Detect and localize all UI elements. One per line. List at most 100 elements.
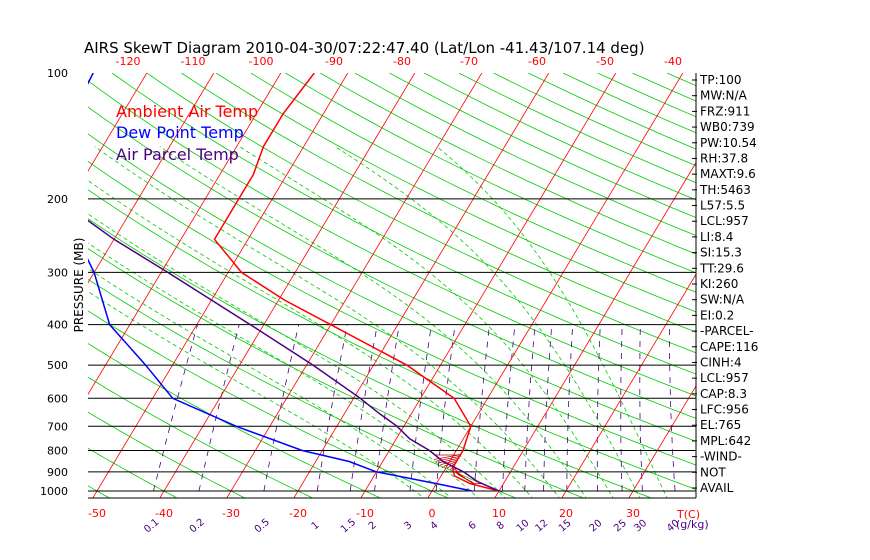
pressure-tick-label: 600: [47, 392, 68, 405]
bottom-temp-label: -50: [88, 507, 106, 520]
legend-ambient-air-temp: Ambient Air Temp: [116, 102, 258, 121]
mixing-ratio-label: 0.2: [188, 517, 207, 536]
mixing-ratio-label: 0.5: [253, 517, 272, 536]
top-temp-label: -90: [325, 55, 343, 68]
index-label: L57:5.5: [700, 199, 745, 213]
index-label: EI:0.2: [700, 308, 734, 322]
top-temp-label: -50: [596, 55, 614, 68]
index-label: NOT: [700, 465, 726, 479]
pressure-tick-label: 300: [47, 266, 68, 279]
pressure-tick-label: 800: [47, 444, 68, 457]
cape-hatch-line: [440, 459, 459, 466]
mixing-ratio-label: 2: [367, 520, 379, 533]
index-label: LI:8.4: [700, 230, 733, 244]
dry-adiabat: [88, 278, 517, 498]
dry-adiabat: [320, 73, 696, 255]
legend-air-parcel-temp: Air Parcel Temp: [116, 145, 239, 164]
index-label: TP:100: [699, 73, 742, 87]
index-label: TH:5463: [699, 183, 751, 197]
dry-adiabat: [215, 73, 696, 313]
cape-hatch-line: [435, 455, 461, 462]
isotherm: [92, 73, 349, 498]
dry-adiabat: [88, 485, 111, 498]
dry-adiabat: [285, 73, 696, 274]
index-label: FRZ:911: [700, 104, 750, 118]
ambient-air-temp-line: [213, 73, 500, 492]
bottom-temp-labels: -50 -40 -30 -20 -10 0 10 20 30: [88, 507, 640, 520]
index-label: WB0:739: [700, 120, 755, 134]
pressure-tick-label: 100: [47, 67, 68, 80]
isotherm: [494, 161, 696, 498]
index-label: MAXT:9.6: [700, 167, 756, 181]
mixing-ratio-line: [669, 324, 676, 492]
mixing-ratio-line: [153, 324, 198, 492]
cape-hatch-line: [443, 461, 458, 467]
dry-adiabat: [88, 106, 696, 419]
index-label: SI:15.3: [700, 246, 742, 260]
top-temp-label: -100: [249, 55, 274, 68]
top-temp-label: -70: [460, 55, 478, 68]
dry-adiabat: [88, 376, 314, 498]
moist-adiabat: [436, 146, 668, 498]
index-label: TT:29.6: [699, 261, 744, 275]
index-label: RH:37.8: [700, 151, 748, 165]
index-label: MPL:642: [700, 434, 751, 448]
isotherm: [88, 73, 282, 396]
dry-adiabat: [88, 248, 585, 498]
index-label: CAP:8.3: [700, 387, 747, 401]
bottom-temp-label: -20: [289, 507, 307, 520]
index-label: CAPE:116: [700, 340, 758, 354]
index-label: LCL:957: [700, 371, 749, 385]
isotherm: [159, 73, 416, 498]
dry-adiabat: [88, 189, 696, 490]
pressure-tick-label: 400: [47, 319, 68, 332]
dry-adiabat: [771, 73, 870, 500]
cape-hatch-line: [456, 472, 466, 479]
cape-hatch-line: [457, 474, 468, 480]
isotherm: [0, 64, 18, 500]
index-label: CINH:4: [700, 355, 742, 369]
isotherm: [226, 73, 483, 498]
bottom-temp-label: -30: [222, 507, 240, 520]
isotherm: [561, 273, 696, 498]
pressure-tick-label: 200: [47, 193, 68, 206]
moist-adiabat: [239, 146, 614, 498]
y-axis-label: PRESSURE (MB): [72, 238, 86, 333]
dry-adiabat: [354, 73, 696, 237]
dry-adiabat: [88, 218, 653, 498]
dry-adiabat: [88, 447, 178, 498]
mixing-ratio-label: 4: [429, 520, 441, 533]
mixing-ratio-label: 10: [515, 518, 532, 535]
pressure-tick-label: 900: [47, 466, 68, 479]
mixing-ratio-label: 20: [588, 518, 605, 535]
pressure-gridlines: [88, 198, 696, 492]
mixing-ratio-label: 1: [310, 520, 322, 533]
legend: Ambient Air Temp Dew Point Temp Air Parc…: [116, 102, 258, 164]
moist-adiabat: [334, 146, 641, 498]
mixing-ratio-line: [620, 324, 623, 492]
dry-adiabat: [88, 133, 696, 442]
mixing-ratio-label: 8: [495, 520, 507, 533]
index-label: AVAIL: [700, 481, 734, 495]
isotherm: [628, 385, 696, 498]
index-label: -WIND-: [700, 450, 742, 464]
pressure-tick-label: 1000: [40, 485, 68, 498]
dry-adiabat: [111, 73, 696, 375]
index-label: EL:765: [700, 418, 741, 432]
isotherm: [360, 73, 617, 498]
mixing-ratio-line: [639, 324, 643, 492]
mixing-ratio-label: 25: [612, 518, 629, 535]
mixing-ratio-label: 6: [467, 520, 479, 533]
index-label: SW:N/A: [700, 293, 745, 307]
x-unit-label: T(C): [676, 508, 700, 521]
cape-hatch-line: [437, 457, 460, 464]
top-temp-label: -120: [116, 55, 141, 68]
dry-adiabat: [424, 73, 696, 201]
mixing-ratio-unit-label: (g/kg): [676, 518, 709, 531]
index-label: -PARCEL-: [700, 324, 754, 338]
dry-adiabat: [88, 411, 246, 498]
pressure-tick-labels: 100 200 300 400 500 600 700 800 900 1000: [40, 67, 68, 498]
dry-adiabat: [458, 73, 696, 184]
